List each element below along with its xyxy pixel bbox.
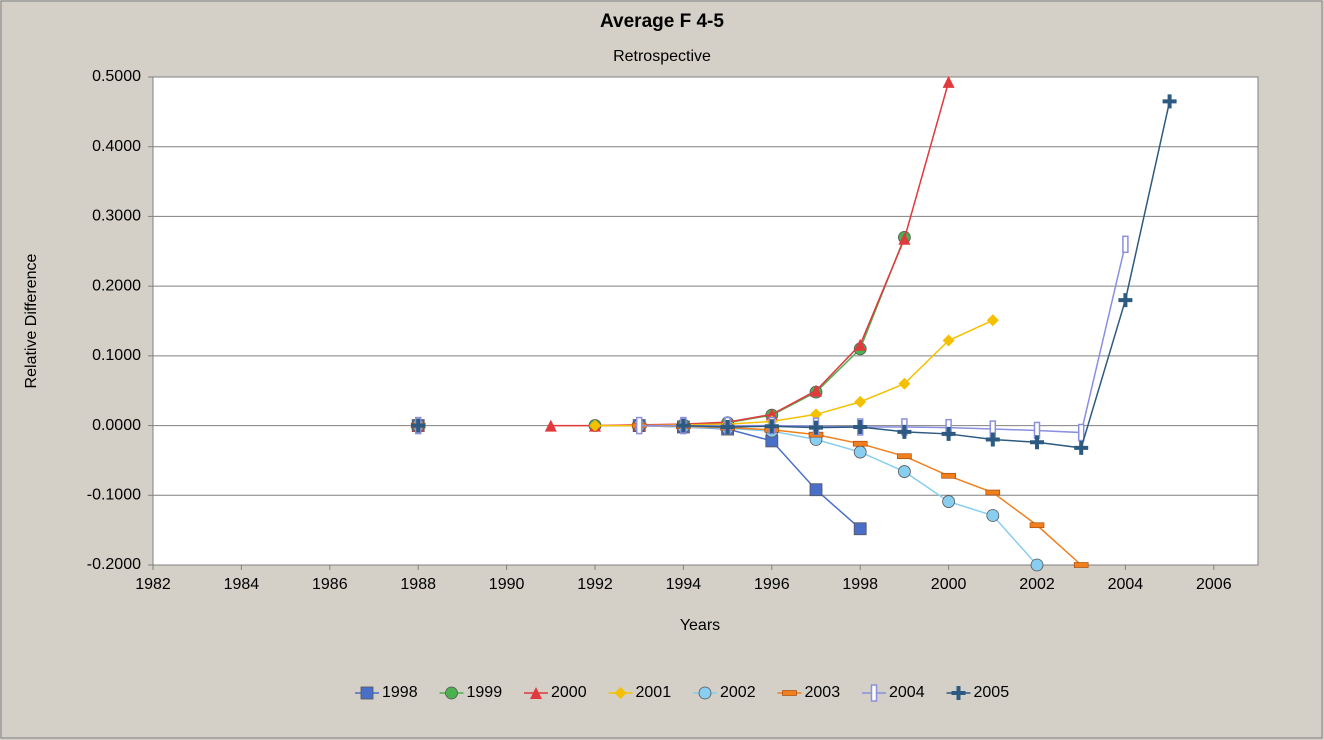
x-tick-label: 1982 — [135, 576, 171, 593]
marker — [809, 483, 823, 497]
marker — [614, 687, 627, 699]
x-tick-label: 1984 — [224, 576, 260, 593]
marker — [853, 445, 867, 459]
marker — [720, 419, 735, 434]
plot-area — [152, 76, 1259, 566]
marker — [951, 686, 966, 700]
marker — [942, 495, 955, 508]
x-tick-label: 2002 — [1019, 576, 1055, 593]
x-tick-label: 1992 — [577, 576, 613, 593]
x-tick-label: 1986 — [312, 576, 348, 593]
x-tick-label: 1988 — [400, 576, 436, 593]
legend-item: 2000 — [524, 684, 587, 701]
marker — [764, 419, 779, 434]
x-tick-label: 1990 — [489, 576, 525, 593]
marker — [544, 419, 557, 432]
y-tick-label: -0.2000 — [87, 556, 141, 573]
marker — [782, 690, 797, 696]
marker — [897, 424, 912, 439]
marker — [870, 684, 878, 702]
legend-item: 2003 — [777, 684, 841, 701]
y-tick-label: 0.2000 — [92, 277, 141, 294]
marker — [941, 426, 956, 441]
legend-item: 1999 — [439, 684, 503, 701]
marker — [1118, 293, 1133, 308]
marker — [985, 489, 1001, 496]
marker — [986, 314, 999, 327]
marker — [854, 338, 867, 351]
x-tick-label: 2006 — [1196, 576, 1232, 593]
marker — [676, 418, 691, 433]
y-tick-label: 0.5000 — [92, 68, 141, 85]
marker — [810, 384, 822, 397]
marker — [411, 418, 426, 433]
x-tick-label: 2004 — [1108, 576, 1144, 593]
legend-item: 2004 — [862, 684, 925, 702]
marker — [853, 419, 868, 434]
legend-label: 2003 — [805, 684, 841, 701]
marker — [942, 75, 955, 88]
marker — [589, 419, 601, 432]
series-line — [683, 101, 1171, 449]
marker — [898, 465, 911, 478]
marker — [1029, 522, 1045, 529]
marker — [810, 408, 822, 421]
marker — [854, 395, 867, 408]
chart-title: Average F 4-5 — [600, 11, 724, 32]
legend-item: 2001 — [608, 684, 672, 701]
legend-item: 1998 — [355, 684, 418, 701]
legend-label: 2005 — [974, 684, 1010, 701]
marker — [1077, 423, 1085, 442]
marker — [898, 377, 911, 390]
marker — [852, 440, 868, 447]
marker — [985, 432, 1000, 447]
marker — [986, 509, 1000, 522]
x-tick-label: 1994 — [666, 576, 702, 593]
marker — [942, 334, 955, 347]
x-tick-label: 2000 — [931, 576, 967, 593]
marker — [360, 686, 374, 700]
legend-label: 1999 — [467, 684, 503, 701]
marker — [1030, 558, 1044, 572]
marker — [897, 453, 912, 460]
y-tick-label: -0.1000 — [87, 487, 141, 504]
marker — [1030, 435, 1044, 450]
y-tick-label: 0.0000 — [92, 417, 141, 434]
legend-label: 2000 — [551, 684, 587, 701]
marker — [1073, 562, 1089, 568]
y-tick-label: 0.3000 — [92, 208, 141, 225]
marker — [445, 686, 458, 700]
y-tick-label: 0.1000 — [92, 347, 141, 364]
marker — [1074, 440, 1089, 455]
marker — [698, 686, 712, 700]
marker — [1122, 235, 1129, 254]
marker — [853, 522, 867, 536]
marker — [809, 420, 823, 435]
series-line — [639, 244, 1127, 434]
x-axis-label: Years — [680, 617, 720, 634]
chart-subtitle: Retrospective — [613, 48, 711, 65]
legend-label: 2004 — [889, 684, 925, 701]
marker — [635, 416, 643, 435]
marker — [941, 472, 956, 479]
y-axis-label: Relative Difference — [23, 253, 40, 388]
marker — [1162, 94, 1177, 109]
legend-label: 1998 — [382, 684, 418, 701]
marker — [530, 687, 542, 699]
legend-item: 2005 — [946, 684, 1010, 701]
marker — [898, 232, 911, 245]
x-tick-label: 1996 — [754, 576, 790, 593]
y-tick-label: 0.4000 — [92, 138, 141, 155]
x-tick-label: 1998 — [842, 576, 878, 593]
legend-label: 2001 — [636, 684, 672, 701]
legend-item: 2002 — [693, 684, 756, 701]
legend-label: 2002 — [720, 684, 756, 701]
